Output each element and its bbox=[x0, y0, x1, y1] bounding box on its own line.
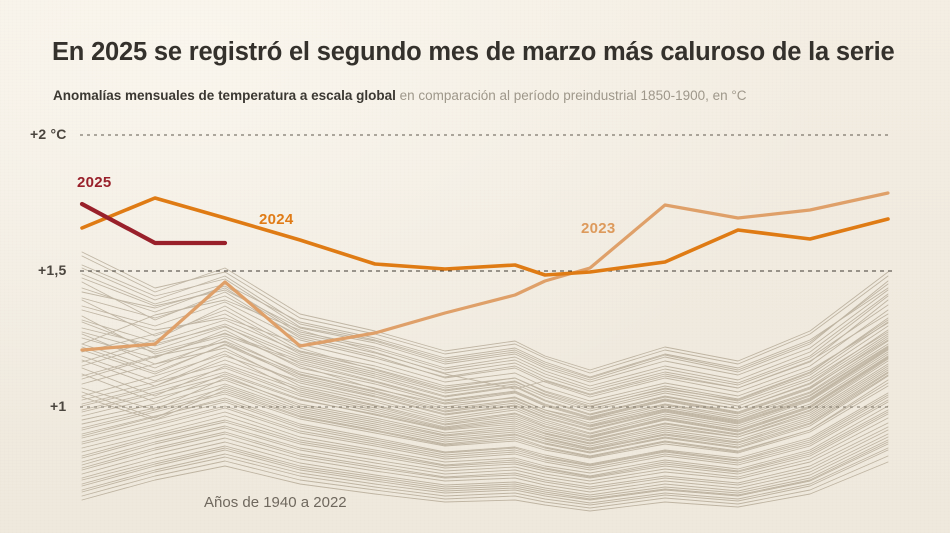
page-subtitle: Anomalías mensuales de temperatura a esc… bbox=[53, 88, 923, 104]
background-years-annotation: Años de 1940 a 2022 bbox=[204, 494, 347, 511]
subtitle-rest: en comparación al período preindustrial … bbox=[395, 88, 747, 103]
y-axis-label-1c: +1 bbox=[50, 398, 67, 414]
series-annotation-2024: 2024 bbox=[259, 211, 294, 228]
series-line-2023 bbox=[80, 191, 890, 352]
series-line-2025 bbox=[79, 201, 228, 246]
y-axis-label-1-5c: +1,5 bbox=[38, 262, 67, 278]
series-annotation-2023: 2023 bbox=[581, 220, 616, 237]
page-title: En 2025 se registró el segundo mes de ma… bbox=[52, 38, 895, 66]
background-year-lines bbox=[81, 251, 889, 512]
series-annotation-2025: 2025 bbox=[77, 174, 112, 191]
y-axis-label-2c: +2 °C bbox=[30, 126, 67, 142]
series-line-2024 bbox=[80, 196, 890, 277]
gridlines bbox=[80, 134, 892, 408]
subtitle-strong: Anomalías mensuales de temperatura a esc… bbox=[53, 88, 396, 103]
